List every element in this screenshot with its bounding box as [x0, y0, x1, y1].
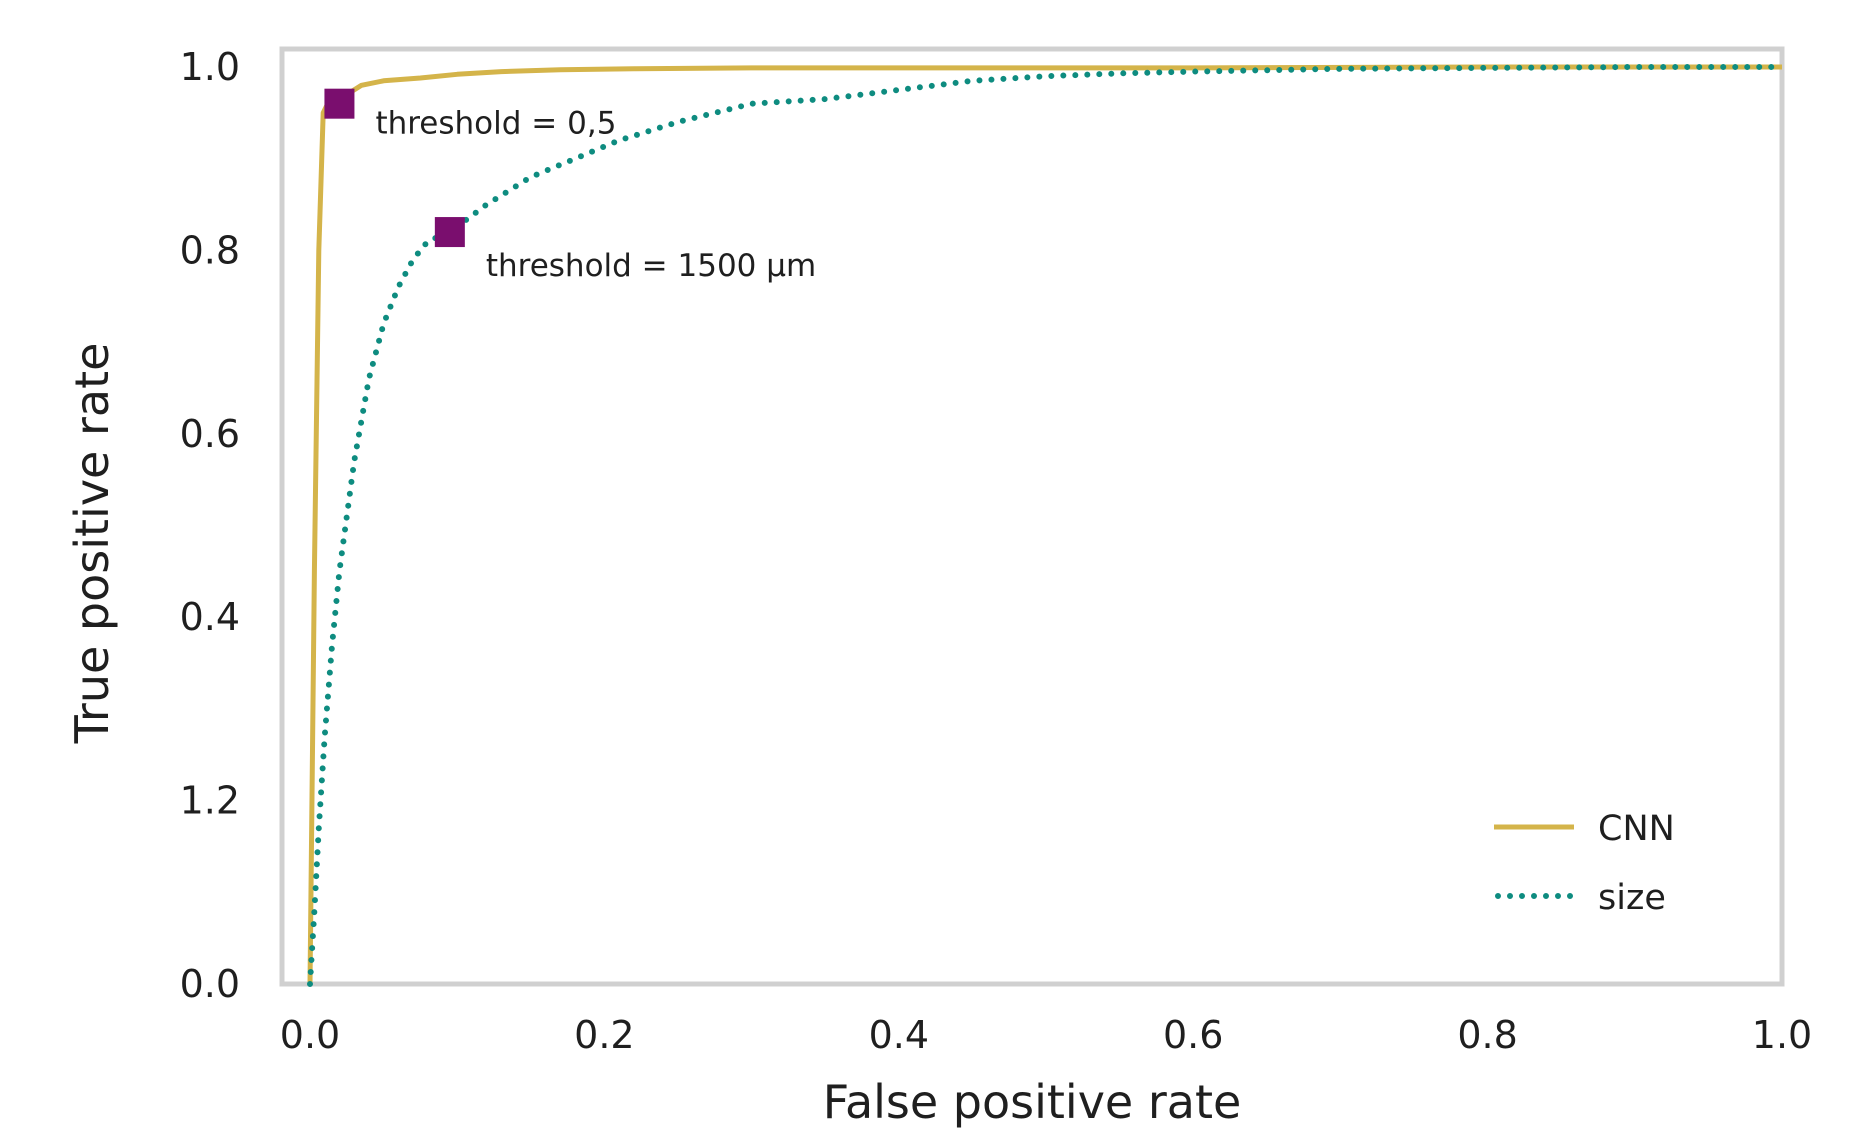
legend-label-cnn: CNN: [1598, 809, 1675, 849]
plot-frame: [279, 46, 1785, 987]
x-tick-label: 1.0: [1752, 1013, 1812, 1057]
x-axis-label: False positive rate: [823, 1075, 1242, 1129]
threshold-marker: [324, 88, 355, 119]
series-line-size: [307, 64, 1785, 987]
tick-layer: 0.0 0.2 0.4 0.6 0.8 1.0 0.0 1.2 0.4 0.6 0.8 1.0: [180, 45, 1813, 1057]
legend: CNN size: [1494, 809, 1675, 918]
y-tick-label: 0.6: [180, 412, 240, 456]
legend-label-size: size: [1598, 878, 1666, 918]
threshold-annotation: threshold = 0,5: [375, 106, 616, 142]
threshold-annotation: threshold = 1500 µm: [486, 248, 816, 284]
threshold-marker: [434, 217, 465, 248]
series-line-cnn: [307, 64, 1782, 985]
x-tick-label: 0.6: [1163, 1013, 1223, 1057]
x-tick-label: 0.8: [1457, 1013, 1517, 1057]
annotation-layer: threshold = 0,5 threshold = 1500 µm: [324, 88, 816, 284]
y-tick-label: 0.4: [180, 595, 240, 639]
y-axis-label: True positive rate: [65, 343, 119, 745]
y-tick-label: 1.0: [180, 45, 240, 89]
y-tick-label: 1.2: [180, 779, 240, 823]
x-tick-label: 0.2: [574, 1013, 634, 1057]
x-tick-label: 0.4: [869, 1013, 929, 1057]
x-tick-label: 0.0: [280, 1013, 340, 1057]
y-tick-label: 0.0: [180, 962, 240, 1006]
y-tick-label: 0.8: [180, 228, 240, 272]
series-layer: [307, 64, 1785, 987]
